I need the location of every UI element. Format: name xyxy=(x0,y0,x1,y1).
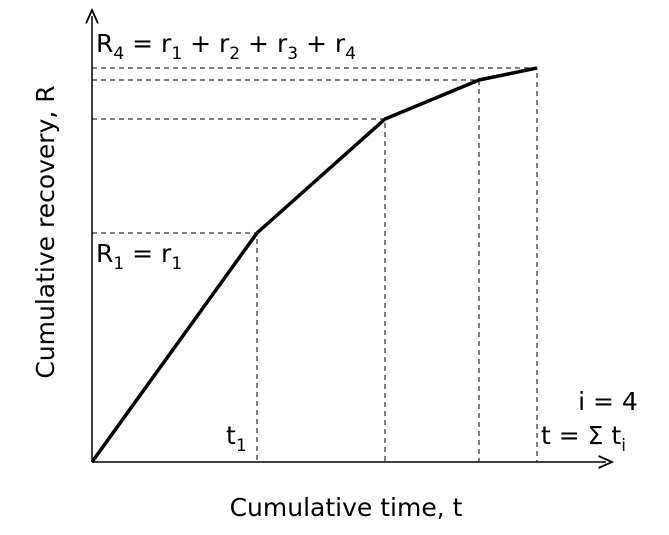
label-subscript: i xyxy=(621,436,626,456)
label-text: = r xyxy=(124,29,172,58)
label-text: R xyxy=(96,29,113,58)
label-subscript: 1 xyxy=(171,254,182,274)
label-text: R xyxy=(96,239,113,268)
x-axis-title: Cumulative time, t xyxy=(230,493,463,522)
label-subscript: 3 xyxy=(287,44,298,64)
label-subscript: 4 xyxy=(345,44,356,64)
label-subscript: 1 xyxy=(113,254,124,274)
label-text: + r xyxy=(240,29,288,58)
label-subscript: 1 xyxy=(171,44,182,64)
top-label: R4 = r1 + r2 + r3 + r4 xyxy=(96,29,356,64)
end-superscript: i = 4 xyxy=(578,387,638,416)
label-text: t = Σ t xyxy=(541,421,621,450)
t1-label: t1 xyxy=(226,421,247,456)
label-subscript: 1 xyxy=(236,436,247,456)
label-text: = r xyxy=(124,239,172,268)
end-label: t = Σ ti xyxy=(541,421,626,456)
label-text: + r xyxy=(182,29,230,58)
label-text: + r xyxy=(298,29,346,58)
recovery-curve xyxy=(90,66,538,464)
label-text: t xyxy=(226,421,236,450)
label-subscript: 4 xyxy=(113,44,124,64)
first-label: R1 = r1 xyxy=(96,239,182,274)
label-subscript: 2 xyxy=(229,44,240,64)
y-axis-title: Cumulative recovery, R xyxy=(31,85,60,378)
